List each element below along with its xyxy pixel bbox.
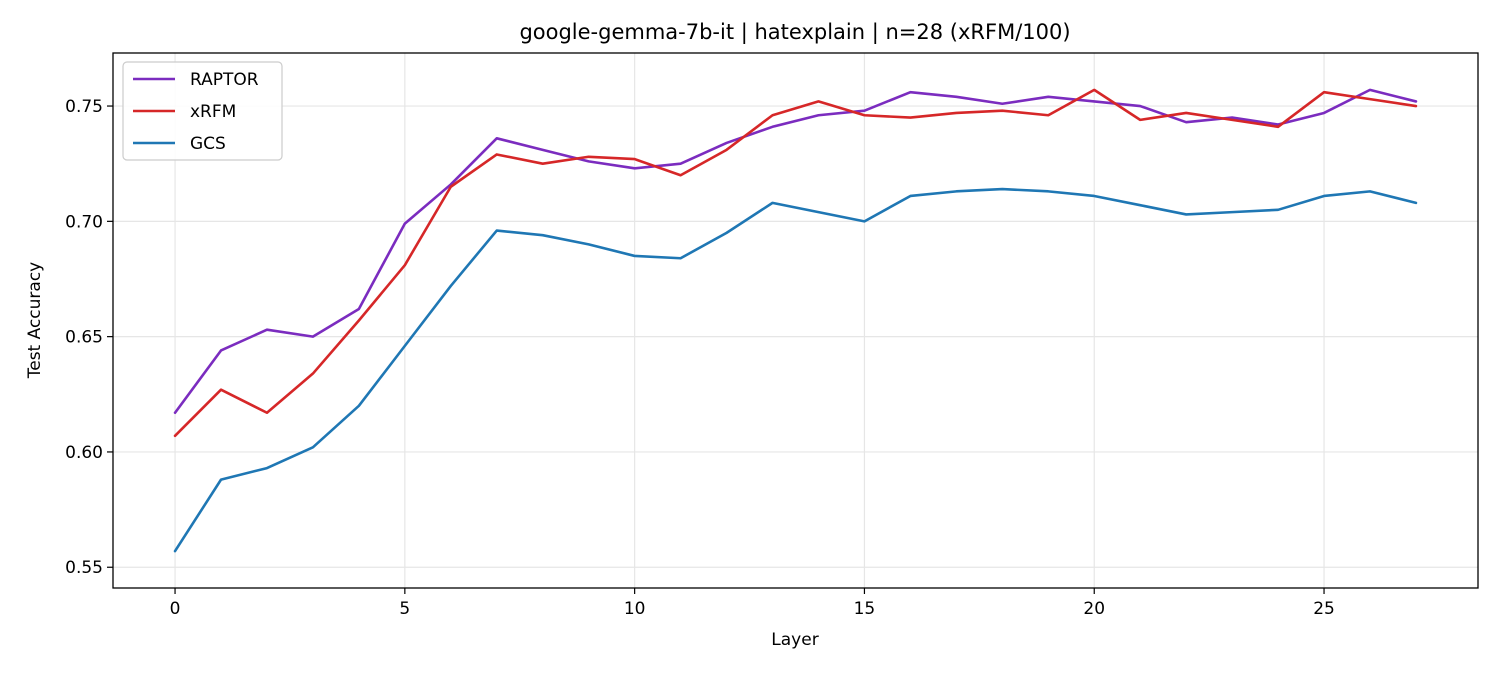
- y-tick-label: 0.55: [65, 558, 103, 578]
- series-line-raptor: [173, 88, 1418, 415]
- x-tick-label: 15: [854, 599, 876, 619]
- plot-frame: [112, 52, 1479, 589]
- x-tick-label: 5: [399, 599, 410, 619]
- y-axis-title: Test Accuracy: [25, 262, 45, 380]
- x-tick-label: 10: [624, 599, 646, 619]
- x-tick-label: 0: [170, 599, 181, 619]
- axis-ticks: 0 5 10 15 20 25 0.55 0.60 0.65 0.70 0.75: [65, 97, 1335, 619]
- grid: [113, 53, 1478, 588]
- y-tick-label: 0.65: [65, 328, 103, 348]
- series-line-gcs: [173, 187, 1418, 553]
- series-line-xrfm: [173, 88, 1418, 438]
- legend: RAPTOR xRFM GCS: [122, 61, 283, 161]
- legend-box: [122, 61, 283, 161]
- series-lines: [173, 88, 1418, 553]
- x-tick-label: 20: [1083, 599, 1105, 619]
- x-axis-title: Layer: [771, 630, 818, 650]
- x-tick-label: 25: [1313, 599, 1335, 619]
- y-tick-label: 0.60: [65, 443, 103, 463]
- legend-label-gcs: GCS: [190, 134, 226, 154]
- chart-title: google-gemma-7b-it | hatexplain | n=28 (…: [519, 20, 1070, 45]
- legend-label-xrfm: xRFM: [190, 102, 236, 122]
- legend-label-raptor: RAPTOR: [190, 70, 259, 90]
- y-tick-label: 0.75: [65, 97, 103, 117]
- y-tick-label: 0.70: [65, 212, 103, 232]
